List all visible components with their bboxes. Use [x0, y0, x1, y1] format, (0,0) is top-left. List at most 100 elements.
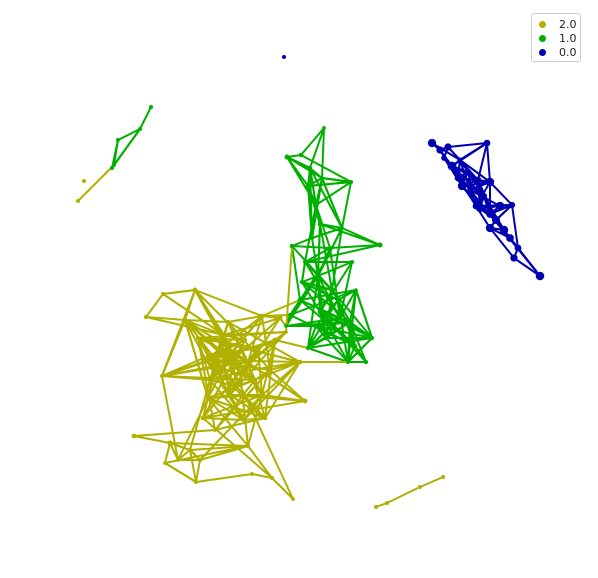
graph-edge [339, 289, 357, 319]
graph-edge [77, 167, 112, 202]
graph-edge [239, 371, 249, 447]
graph-node [284, 324, 288, 328]
graph-node [441, 155, 447, 161]
graph-edge [349, 289, 357, 323]
graph-edge [301, 261, 306, 283]
graph-edge [317, 275, 327, 339]
graph-edge [189, 445, 249, 451]
graph-edge [223, 334, 233, 353]
graph-node [225, 319, 231, 325]
graph-edge [162, 293, 225, 336]
graph-edge [209, 315, 263, 381]
graph-edge [261, 314, 291, 317]
graph-node [245, 443, 251, 449]
graph-node [374, 505, 378, 509]
graph-node [298, 152, 304, 158]
graph-node [369, 335, 375, 341]
legend-marker-icon [539, 48, 546, 56]
graph-edge [177, 397, 209, 461]
graph-edge [319, 223, 381, 246]
graph-node [297, 359, 303, 365]
graph-node [297, 297, 303, 303]
graph-node [222, 333, 226, 337]
graph-edge [291, 245, 301, 301]
graph-edge [419, 476, 444, 488]
graph-node [255, 345, 261, 351]
graph-node [316, 274, 320, 278]
legend: 2.0 1.0 0.0 [531, 13, 581, 62]
graph-node [486, 210, 494, 218]
graph-node [352, 343, 358, 349]
graph-edge [317, 223, 321, 277]
graph-edge [349, 321, 373, 339]
graph-edge [451, 165, 485, 197]
graph-edge [164, 442, 171, 464]
graph-node [197, 457, 203, 463]
graph-node [192, 287, 198, 293]
graph-node [377, 242, 383, 248]
graph-node [131, 433, 137, 439]
graph-edge [169, 442, 191, 451]
graph-edge [459, 159, 471, 191]
graph-edge [111, 128, 141, 169]
graph-edge [457, 177, 491, 183]
graph-edge [161, 289, 196, 377]
graph-node [480, 192, 488, 200]
graph-node [317, 309, 323, 315]
graph-edge [315, 181, 352, 206]
graph-edge [184, 319, 207, 361]
graph-node [309, 235, 315, 241]
graph-node [270, 476, 274, 480]
graph-edge [145, 293, 164, 318]
graph-edge [195, 459, 201, 483]
graph-node [289, 243, 295, 249]
graph-node [259, 313, 265, 319]
legend-label: 2.0 [559, 17, 577, 31]
graph-edge [285, 317, 341, 327]
graph-edge [317, 275, 333, 291]
graph-edge [269, 369, 306, 402]
graph-node [176, 458, 180, 462]
graph-node [163, 461, 167, 465]
graph-edge [231, 351, 237, 387]
graph-edge [304, 247, 331, 263]
graph-edge [347, 337, 373, 363]
graph-edge [207, 397, 245, 421]
legend-label: 1.0 [559, 31, 577, 45]
graph-edge [199, 445, 249, 461]
graph-node [495, 201, 505, 211]
graph-edge [195, 473, 253, 483]
graph-edge [511, 204, 519, 249]
graph-node [116, 138, 120, 142]
graph-edge [189, 379, 211, 451]
graph-edge [205, 359, 245, 421]
graph-node [277, 315, 283, 321]
graph-node [346, 360, 350, 364]
graph-edge [184, 319, 256, 381]
graph-node [213, 428, 217, 432]
graph-edge [235, 385, 266, 419]
graph-node [418, 485, 422, 489]
graph-edge [307, 317, 341, 349]
graph-edge [274, 339, 309, 349]
graph-node [167, 440, 173, 446]
graph-edge [227, 315, 263, 323]
graph-node [485, 223, 495, 233]
graph-edge [247, 394, 263, 447]
graph-edge [161, 339, 246, 377]
graph-edge [197, 337, 249, 363]
graph-node [282, 55, 286, 59]
graph-node [305, 183, 311, 189]
graph-edge [307, 181, 352, 187]
graph-edge [286, 156, 311, 169]
graph-node [349, 259, 355, 265]
graph-node [329, 287, 335, 293]
graph-node [233, 383, 239, 389]
graph-edge [355, 289, 373, 339]
graph-edge [321, 177, 352, 183]
graph-edge [324, 227, 343, 263]
graph-edge [517, 247, 541, 277]
graph-node [306, 346, 310, 350]
graph-edge [315, 177, 323, 206]
graph-edge [184, 319, 221, 343]
